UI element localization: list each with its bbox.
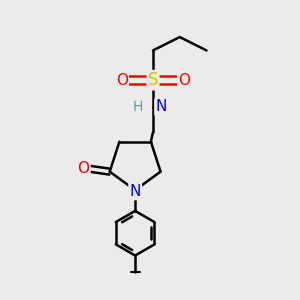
Text: O: O bbox=[178, 73, 190, 88]
Text: O: O bbox=[116, 73, 128, 88]
Text: N: N bbox=[155, 99, 167, 114]
Text: N: N bbox=[130, 184, 141, 199]
Text: O: O bbox=[77, 161, 89, 176]
Text: S: S bbox=[148, 71, 158, 89]
Text: H: H bbox=[133, 100, 143, 114]
